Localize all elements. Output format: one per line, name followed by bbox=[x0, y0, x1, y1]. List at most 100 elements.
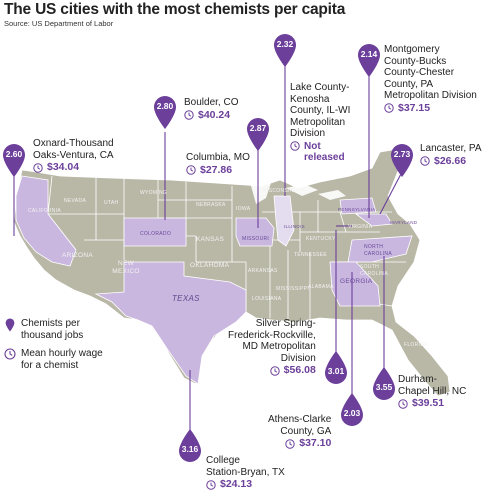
state-label-alabama: ALABAMA bbox=[308, 284, 334, 290]
state-label-illinois: ILLINOIS bbox=[284, 224, 305, 229]
clock-icon bbox=[398, 399, 408, 409]
california-highlight bbox=[15, 175, 77, 267]
source-note: Source: US Department of Labor bbox=[4, 19, 114, 28]
legend-wage-row: Mean hourly wage for a chemist bbox=[4, 348, 111, 371]
legend-pin-row: Chemists per thousand jobs bbox=[4, 318, 111, 341]
pin-value: 2.32 bbox=[276, 39, 294, 49]
map-pin-icon bbox=[5, 318, 15, 332]
clock-icon bbox=[4, 348, 16, 360]
clock-icon bbox=[186, 165, 196, 175]
pin-lancaster: 2.73 bbox=[389, 142, 415, 178]
pin-value-silver-spring: 3.01 bbox=[327, 366, 345, 376]
state-label-texas: TEXAS bbox=[172, 294, 200, 303]
state-label-arkansas: ARKANSAS bbox=[248, 268, 278, 274]
state-label-california: CALIFORNIA bbox=[28, 208, 62, 214]
city-name-line: Athens-Clarke bbox=[268, 414, 332, 425]
clock-icon bbox=[269, 366, 280, 376]
city-name-line: Division bbox=[280, 352, 316, 364]
city-name-line: Columbia, MO bbox=[186, 152, 250, 163]
us-outline bbox=[13, 149, 451, 397]
city-name-line: County, GA bbox=[280, 425, 332, 437]
city-wage: $37.10 bbox=[299, 437, 332, 449]
pin-durham bbox=[371, 366, 397, 402]
city-name-line: Metropolitan bbox=[290, 116, 346, 128]
pin-montgomery: 2.14 bbox=[356, 42, 382, 78]
clock-icon bbox=[290, 140, 300, 151]
clock-icon bbox=[33, 163, 43, 173]
pin-columbia: 2.87 bbox=[245, 116, 271, 152]
pin-value: 2.14 bbox=[360, 49, 378, 59]
state-label-kentucky: KENTUCKY bbox=[306, 236, 336, 242]
city-wage: $40.24 bbox=[198, 108, 231, 121]
city-name-line: Kenosha bbox=[290, 93, 330, 105]
maryland-highlight bbox=[354, 213, 393, 227]
state-label-iowa: IOWA bbox=[236, 206, 251, 212]
pin-boulder: 2.80 bbox=[152, 94, 178, 130]
pin-oxnard: 2.60 bbox=[1, 142, 27, 178]
city-wage: $27.86 bbox=[200, 163, 233, 176]
north-carolina-highlight bbox=[347, 235, 413, 263]
state-label-colorado: COLORADO bbox=[140, 231, 172, 237]
clock-icon bbox=[184, 110, 194, 120]
city-wage: $39.51 bbox=[412, 397, 445, 409]
state-label-wyoming: WYOMING bbox=[140, 190, 168, 196]
legend-wage-label: Mean hourly wage for a chemist bbox=[21, 348, 103, 371]
city-wage: Not released bbox=[304, 140, 345, 163]
city-wage: $26.66 bbox=[434, 154, 467, 167]
pennsylvania-highlight bbox=[339, 197, 377, 215]
pin-value: 2.73 bbox=[393, 149, 411, 159]
state-label-arizona: ARIZONA bbox=[62, 252, 93, 259]
missouri-highlight bbox=[235, 217, 275, 247]
state-label-missouri: MISSOURI bbox=[242, 236, 270, 242]
texas-highlight bbox=[94, 261, 247, 385]
pin-athens bbox=[339, 392, 365, 428]
city-name-line: Montgomery bbox=[384, 44, 440, 55]
state-label-south-carolina: SOUTH CAROLINA bbox=[360, 264, 388, 277]
pin-value-athens: 2.03 bbox=[343, 408, 361, 418]
pin-value: 2.60 bbox=[5, 149, 23, 159]
city-label-oxnard: Oxnard-Thousand Oaks-Ventura, CA $34.04 bbox=[33, 138, 114, 174]
city-name-line: Metropolitan Division bbox=[384, 90, 477, 101]
state-label-pennsylvania: PENNSYLVANIA bbox=[338, 207, 376, 212]
city-name-line: County-Chester bbox=[384, 67, 455, 78]
state-label-kansas: KANSAS bbox=[196, 236, 225, 243]
city-wage: $56.08 bbox=[283, 364, 316, 376]
state-label-north-carolina: NORTH CAROLINA bbox=[364, 244, 392, 257]
city-name-line: Station-Bryan, TX bbox=[206, 466, 285, 478]
city-wage: $24.13 bbox=[220, 478, 253, 490]
clock-icon bbox=[206, 480, 216, 490]
state-label-wisconsin: WISCONSIN bbox=[262, 188, 294, 194]
pin-silver-spring bbox=[323, 350, 349, 386]
city-label-durham: Durham- Chapel Hill, NC $39.51 bbox=[398, 374, 466, 410]
pin-college-station bbox=[177, 428, 203, 464]
city-label-lake-county: Lake County- Kenosha County, IL-WI Metro… bbox=[290, 82, 350, 163]
state-label-georgia: GEORGIA bbox=[340, 278, 373, 285]
city-label-boulder: Boulder, CO $40.24 bbox=[184, 97, 238, 121]
state-label-nevada: NEVADA bbox=[64, 198, 86, 204]
clock-icon bbox=[384, 103, 394, 113]
pin-value: 2.87 bbox=[249, 123, 267, 133]
city-name-line: Lake County- bbox=[290, 82, 350, 93]
city-name-line: Frederick-Rockville, bbox=[228, 329, 316, 341]
city-label-athens: Athens-Clarke County, GA $37.10 bbox=[268, 414, 331, 450]
state-label-louisiana: LOUISIANA bbox=[252, 296, 282, 302]
city-name-line: Chapel Hill, NC bbox=[398, 385, 467, 397]
legend-pin-label: Chemists per thousand jobs bbox=[21, 318, 84, 341]
city-label-columbia: Columbia, MO $27.86 bbox=[186, 152, 250, 176]
city-name-line: MD Metropolitan bbox=[242, 341, 316, 352]
state-label-new-mexico: NEW MEXICO bbox=[112, 260, 140, 275]
city-wage: $37.15 bbox=[398, 101, 431, 114]
city-label-montgomery: Montgomery County-Bucks County-Chester C… bbox=[384, 44, 477, 114]
georgia-highlight bbox=[329, 261, 381, 307]
city-name-line: Boulder, CO bbox=[184, 97, 239, 108]
state-label-mississippi: MISSISSIPPI bbox=[276, 286, 310, 292]
clock-icon bbox=[285, 439, 295, 449]
illinois-highlight bbox=[273, 195, 295, 247]
page-title: The US cities with the most chemists per… bbox=[4, 1, 346, 18]
pin-value-durham: 3.55 bbox=[375, 382, 393, 392]
city-name-line: County, IL-WI bbox=[290, 105, 351, 116]
city-name-line: Oaks-Ventura, CA bbox=[33, 149, 114, 161]
city-wage: $34.04 bbox=[47, 161, 80, 173]
pin-lake-county: 2.32 bbox=[272, 32, 298, 68]
